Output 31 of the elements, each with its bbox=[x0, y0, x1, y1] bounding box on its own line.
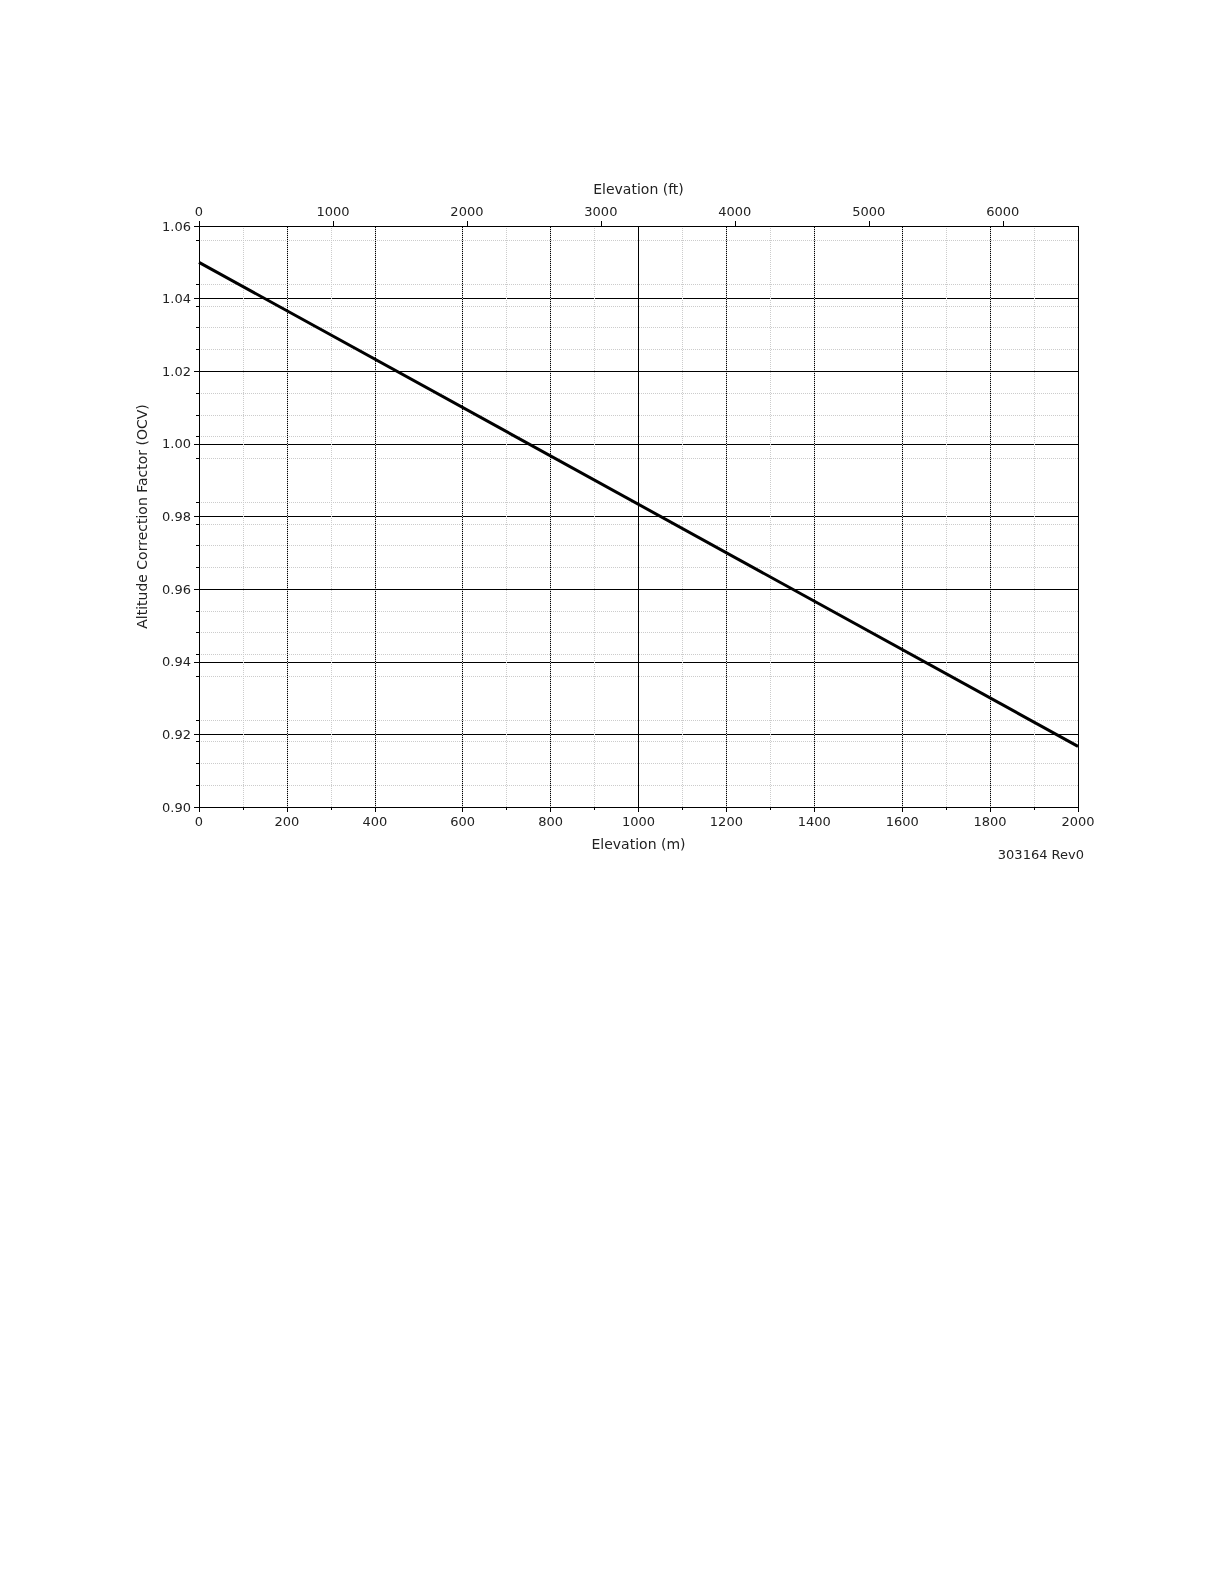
x-tick-label: 200 bbox=[274, 814, 300, 829]
x-tick-label: 1800 bbox=[973, 814, 1007, 829]
y-tick-label: 1.02 bbox=[162, 363, 191, 379]
x-tick-label: 2000 bbox=[1061, 814, 1095, 829]
x2-tick-label: 4000 bbox=[718, 204, 752, 219]
y-axis-title: Altitude Correction Factor (OCV) bbox=[134, 404, 150, 629]
x-tick-label: 1400 bbox=[797, 814, 831, 829]
y-tick-label: 1.04 bbox=[162, 291, 191, 307]
x2-tick-label: 3000 bbox=[584, 204, 618, 219]
x-tick-label: 1200 bbox=[709, 814, 743, 829]
x-tick-label: 0 bbox=[194, 814, 204, 829]
x2-tick-label: 6000 bbox=[986, 204, 1020, 219]
y-tick-label: 1.06 bbox=[162, 218, 191, 234]
y-tick-label: 0.90 bbox=[162, 799, 191, 815]
x-axis-title: Elevation (m) bbox=[591, 836, 686, 852]
text: 303164 Rev0 bbox=[997, 847, 1084, 862]
x-tick-label: 1600 bbox=[885, 814, 919, 829]
y-tick-label: 0.92 bbox=[162, 726, 191, 742]
x2-axis-title: Elevation (ft) bbox=[593, 181, 684, 197]
y-tick-label: 1.00 bbox=[162, 436, 191, 452]
x2-tick-label: 5000 bbox=[852, 204, 886, 219]
y-tick-label: 0.96 bbox=[162, 581, 191, 597]
y-tick-label: 0.94 bbox=[162, 654, 191, 670]
x2-tick-label: 1000 bbox=[316, 204, 350, 219]
x2-tick-label: 2000 bbox=[450, 204, 484, 219]
x-tick-label: 600 bbox=[450, 814, 476, 829]
x-tick-label: 1000 bbox=[621, 814, 656, 829]
y-tick-label: 0.98 bbox=[162, 509, 191, 524]
x-tick-label: 400 bbox=[362, 814, 388, 829]
x-tick-label: 800 bbox=[538, 814, 564, 829]
x2-tick-label: 0 bbox=[194, 204, 204, 219]
